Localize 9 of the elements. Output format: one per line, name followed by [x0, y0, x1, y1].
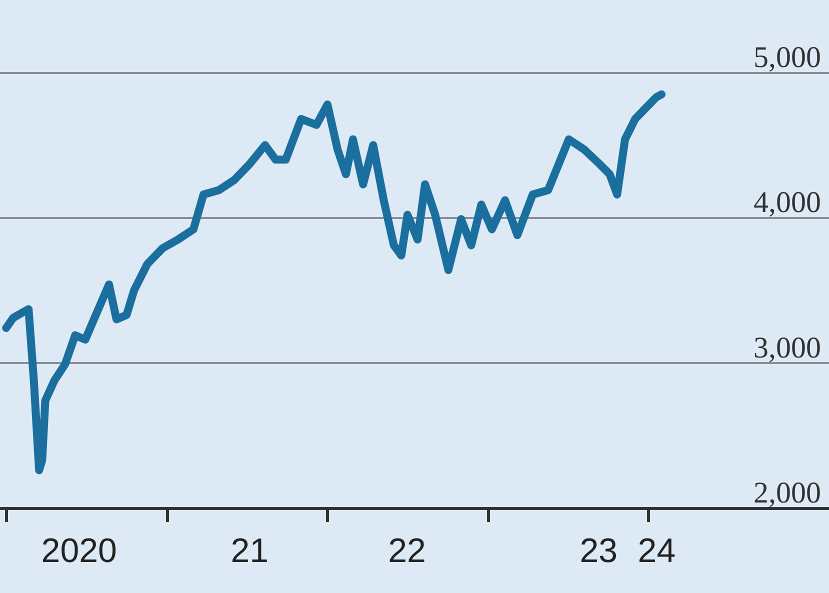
x-tick-label: 24 [638, 532, 676, 570]
x-tick-label: 2020 [41, 532, 117, 570]
x-tick-label: 23 [580, 532, 618, 570]
y-tick-label: 5,000 [754, 41, 821, 74]
y-tick-label: 4,000 [754, 186, 821, 220]
y-tick-label: 3,000 [754, 331, 821, 364]
x-tick-label: 22 [388, 532, 426, 570]
x-tick-label: 21 [230, 532, 269, 570]
y-tick-label: 2,000 [754, 476, 821, 510]
